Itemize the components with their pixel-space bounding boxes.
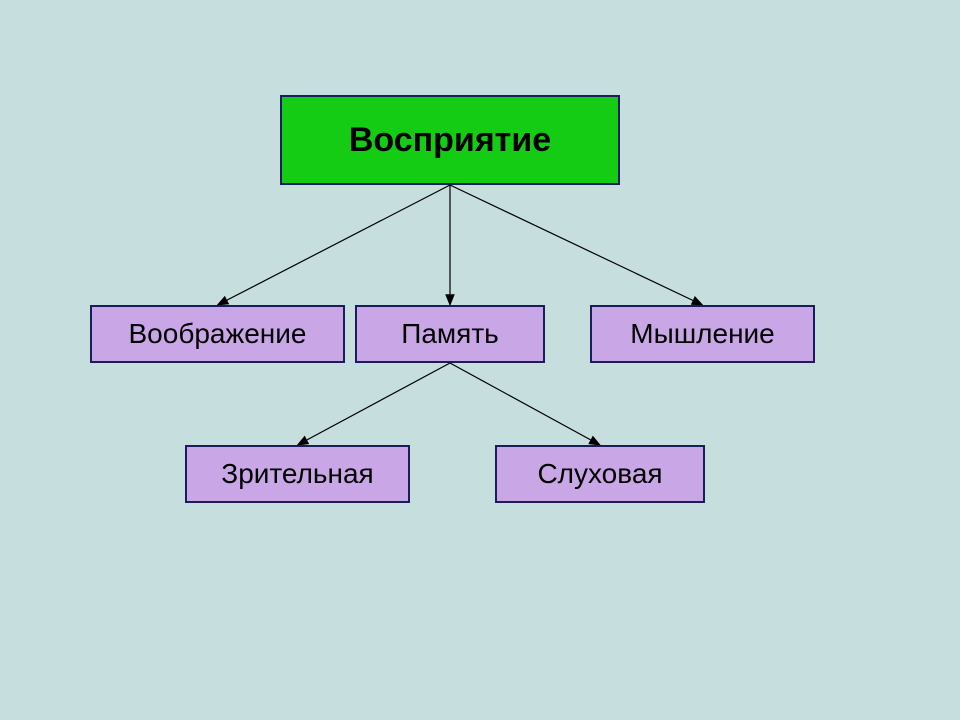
edge-memory-to-audio bbox=[450, 363, 600, 445]
node-label: Восприятие bbox=[349, 121, 551, 160]
edge-memory-to-visual bbox=[298, 363, 451, 445]
node-thinking: Мышление bbox=[590, 305, 815, 363]
node-label: Зрительная bbox=[221, 458, 373, 490]
node-root: Восприятие bbox=[280, 95, 620, 185]
diagram-canvas: Восприятие Воображение Память Мышление Зрите… bbox=[0, 0, 960, 720]
node-label: Мышление bbox=[630, 318, 775, 350]
node-audio: Слуховая bbox=[495, 445, 705, 503]
node-imag: Воображение bbox=[90, 305, 345, 363]
edge-root-to-thinking bbox=[450, 185, 703, 305]
node-label: Память bbox=[401, 318, 499, 350]
node-label: Слуховая bbox=[537, 458, 662, 490]
node-memory: Память bbox=[355, 305, 545, 363]
edge-root-to-imag bbox=[218, 185, 451, 305]
node-visual: Зрительная bbox=[185, 445, 410, 503]
node-label: Воображение bbox=[129, 318, 307, 350]
